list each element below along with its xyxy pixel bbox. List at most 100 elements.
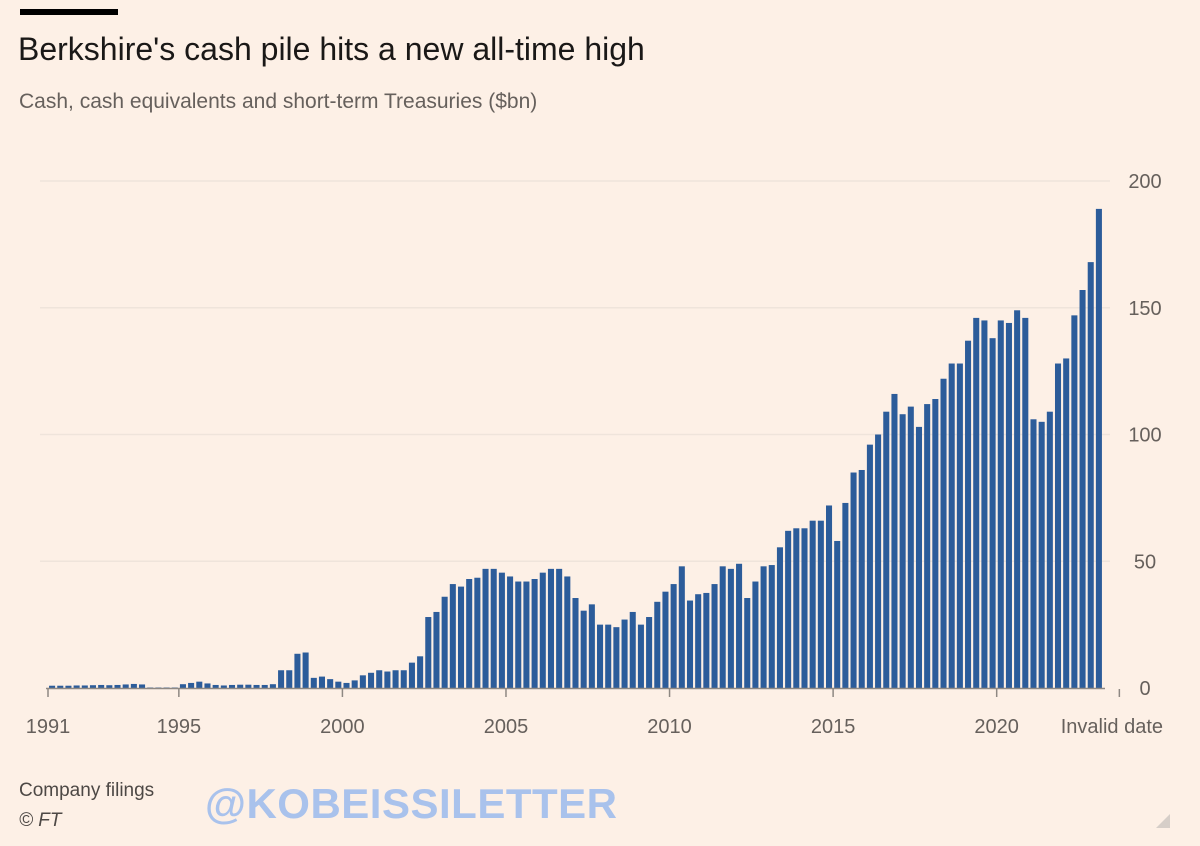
bar <box>547 568 554 688</box>
bar <box>449 584 456 688</box>
bar <box>65 685 72 688</box>
bar <box>588 604 595 688</box>
bar <box>228 684 236 688</box>
bar <box>801 528 808 688</box>
credit-note: © FT <box>19 810 62 831</box>
bar <box>924 404 931 688</box>
bar <box>220 685 227 688</box>
bar <box>613 627 620 688</box>
bar <box>531 579 538 688</box>
bar <box>605 624 612 689</box>
y-tick-label: 150 <box>1128 298 1161 320</box>
bar <box>1079 290 1086 688</box>
bar <box>695 594 702 688</box>
bar <box>498 572 505 688</box>
bar <box>556 568 563 688</box>
chart-subtitle: Cash, cash equivalents and short-term Tr… <box>19 90 538 113</box>
bar <box>261 684 268 688</box>
bar <box>817 520 824 688</box>
y-tick-label: 100 <box>1128 425 1161 447</box>
bar <box>768 565 775 688</box>
bar <box>899 414 906 688</box>
bar <box>670 584 677 688</box>
bar <box>106 685 113 688</box>
x-tick-label: 2005 <box>484 716 529 738</box>
bar <box>1022 317 1029 688</box>
bar <box>351 680 358 688</box>
bar <box>408 662 415 688</box>
bar <box>973 317 980 688</box>
bar <box>1054 363 1062 688</box>
bar <box>196 681 203 688</box>
bar <box>1087 262 1094 688</box>
bar <box>760 566 767 688</box>
bar <box>286 670 293 688</box>
bar <box>1014 310 1021 688</box>
bar <box>515 581 522 688</box>
bar <box>744 598 751 688</box>
bar <box>686 600 694 688</box>
bar <box>204 683 211 688</box>
bar <box>597 624 604 689</box>
bar <box>81 685 88 688</box>
bar <box>482 568 489 688</box>
bar <box>875 434 882 688</box>
bar <box>343 682 350 688</box>
bar <box>965 340 972 688</box>
bar <box>621 619 628 688</box>
title-accent-rule <box>20 9 118 15</box>
bar <box>49 685 56 688</box>
bar <box>1063 358 1070 688</box>
bar <box>89 685 96 688</box>
bar <box>793 528 800 688</box>
bar <box>278 670 285 688</box>
bar <box>1095 208 1102 688</box>
bar <box>400 670 407 688</box>
bar <box>466 579 473 688</box>
bar <box>122 684 129 688</box>
y-axis: 0 50 100 150 200 <box>1128 171 1161 700</box>
chart-title: Berkshire's cash pile hits a new all-tim… <box>18 31 645 67</box>
x-tick-label: 1991 <box>26 716 71 738</box>
bar <box>932 399 939 688</box>
bar <box>776 547 783 688</box>
bar <box>237 684 244 688</box>
bar <box>294 653 301 688</box>
bar <box>997 320 1004 688</box>
bar <box>580 610 587 688</box>
bar <box>359 675 366 688</box>
y-tick-label: 50 <box>1134 551 1156 573</box>
bar <box>752 581 759 688</box>
bar <box>327 679 334 688</box>
bar <box>490 568 497 688</box>
bar <box>564 576 571 688</box>
bar <box>727 568 734 688</box>
bar <box>572 598 579 688</box>
bar <box>654 601 661 688</box>
bar <box>662 591 669 688</box>
bar <box>826 505 833 688</box>
bar <box>392 670 399 688</box>
bar <box>915 426 923 688</box>
bar <box>376 670 383 688</box>
bar <box>850 472 857 688</box>
bar <box>433 611 440 688</box>
x-axis-labels: 1991 1995 2000 2005 2010 2015 2020 Invalid date <box>26 689 1163 738</box>
bar <box>809 520 816 688</box>
bar <box>310 677 317 688</box>
bar <box>139 684 146 688</box>
bar <box>188 682 195 688</box>
x-tick-label: 2010 <box>647 716 692 738</box>
x-tick-label: 2020 <box>974 716 1019 738</box>
bar <box>1038 421 1045 688</box>
bar <box>318 676 325 688</box>
bar <box>1071 315 1078 688</box>
bar <box>940 378 947 688</box>
bar <box>245 684 252 688</box>
bar <box>989 338 996 688</box>
bar <box>948 363 955 688</box>
bar <box>678 566 685 688</box>
bar <box>98 684 105 688</box>
resize-grip-icon <box>1156 814 1170 828</box>
